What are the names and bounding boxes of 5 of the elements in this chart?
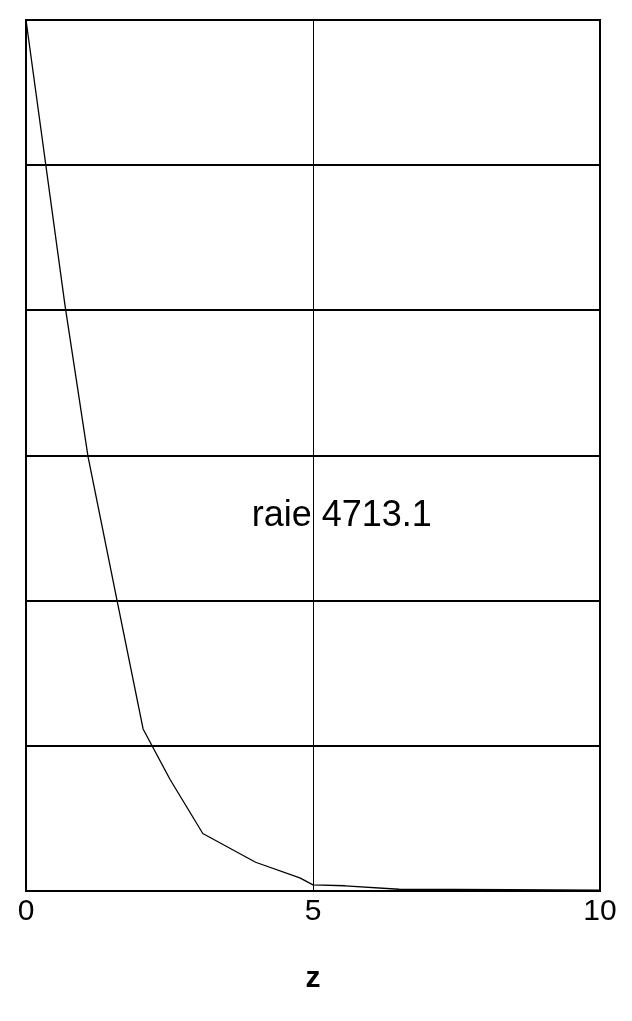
x-tick-label: 10 [583,893,617,927]
x-tick-label: 0 [17,893,35,927]
x-axis-title: z [305,960,321,994]
x-tick-label: 5 [304,893,322,927]
annotation: raie 4713.1 [251,493,432,535]
